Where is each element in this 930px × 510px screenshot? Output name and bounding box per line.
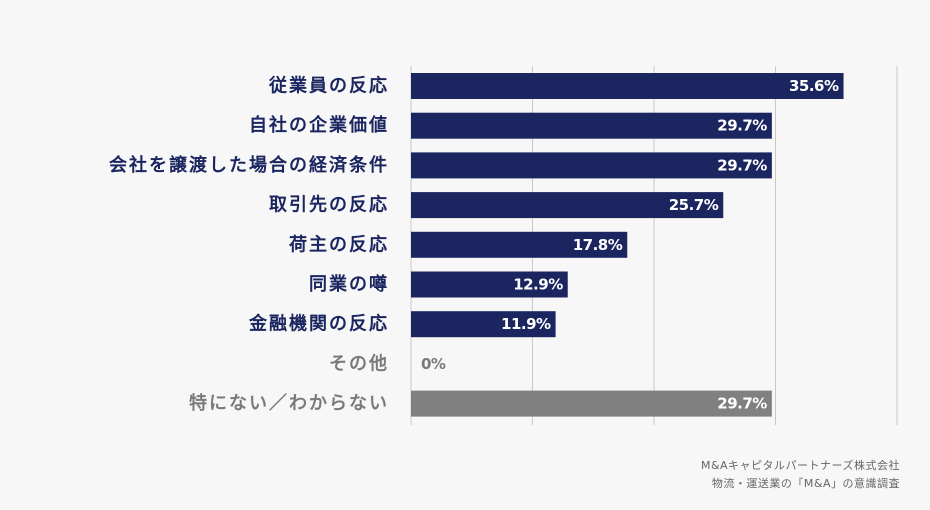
category-label-0: 従業員の反応 <box>268 75 389 97</box>
bar-6 <box>411 311 556 338</box>
value-labels: 35.6% 29.7% 29.7% 25.7% 17.8% 12.9% 11.9% 0% 29.… <box>421 77 840 413</box>
bar-8 <box>411 390 772 417</box>
value-label-5: 12.9% <box>513 276 563 294</box>
category-label-3: 取引先の反応 <box>269 194 389 216</box>
category-label-8: 特にない／わからない <box>189 392 389 414</box>
chart-bars <box>411 73 844 417</box>
bar-4 <box>411 231 628 258</box>
value-label-2: 29.7% <box>717 156 767 174</box>
value-label-8: 29.7% <box>717 395 767 413</box>
value-label-7: 0% <box>421 355 446 373</box>
category-labels: 従業員の反応自社の企業価値会社を譲渡した場合の経済条件取引先の反応荷主の反応同業… <box>109 75 389 415</box>
bar-3 <box>411 192 724 219</box>
category-label-2: 会社を譲渡した場合の経済条件 <box>109 154 389 176</box>
source-company: M&Aキャピタルパートナーズ株式会社 <box>700 459 900 472</box>
value-label-0: 35.6% <box>789 77 839 95</box>
bar-2 <box>411 152 772 179</box>
category-label-4: 荷主の反応 <box>289 233 389 255</box>
bar-5 <box>411 271 568 298</box>
value-label-6: 11.9% <box>501 315 551 333</box>
value-label-1: 29.7% <box>717 117 767 135</box>
category-label-5: 同業の噂 <box>309 273 389 295</box>
value-label-4: 17.8% <box>573 236 623 254</box>
category-label-6: 金融機関の反応 <box>248 313 389 335</box>
bar-0 <box>411 73 844 99</box>
value-label-3: 25.7% <box>669 196 719 214</box>
bar-1 <box>411 112 772 139</box>
category-label-1: 自社の企業価値 <box>249 114 389 136</box>
category-label-7: その他 <box>329 352 389 374</box>
source-survey-title: 物流・運送業の「M&A」の意識調査 <box>711 477 900 490</box>
